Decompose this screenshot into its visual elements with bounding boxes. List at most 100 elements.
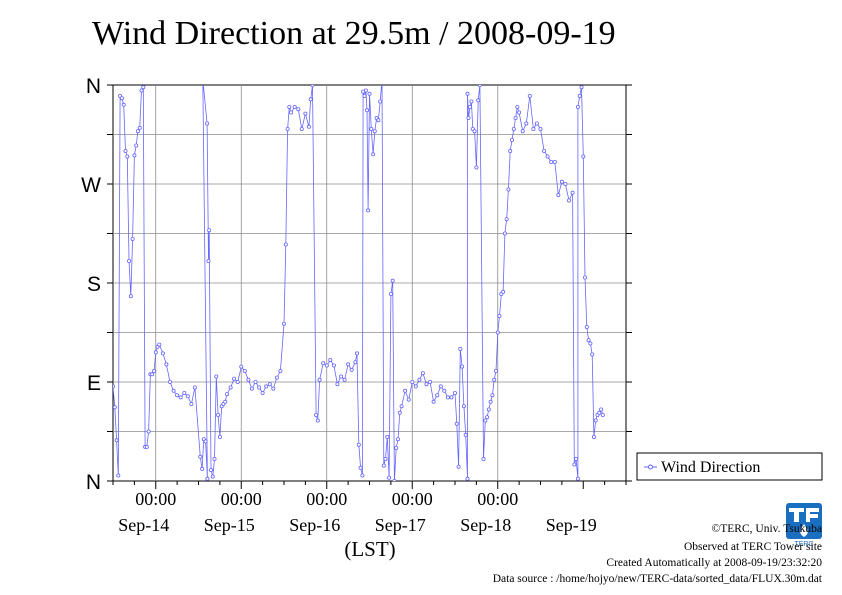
data-point — [490, 393, 495, 398]
data-point — [210, 474, 215, 479]
data-point — [203, 439, 208, 444]
data-point — [113, 405, 117, 410]
data-point — [549, 159, 554, 164]
data-point — [121, 102, 126, 107]
data-point — [363, 88, 368, 93]
data-point — [146, 429, 151, 434]
data-point — [153, 350, 158, 355]
data-point — [331, 363, 336, 368]
data-point — [406, 397, 411, 402]
data-point — [497, 313, 502, 318]
data-point — [390, 278, 395, 283]
chart-title: Wind Direction at 29.5m / 2008-09-19 — [92, 15, 616, 52]
data-point — [509, 137, 514, 142]
data-point — [367, 91, 372, 96]
data-point — [119, 96, 124, 101]
copyright-text: ©TERC, Univ. Tsukuba — [712, 523, 822, 535]
data-point — [137, 125, 142, 130]
data-point — [458, 346, 463, 351]
data-point — [559, 179, 564, 184]
data-point — [438, 384, 443, 389]
data-point — [454, 421, 459, 426]
data-point — [452, 390, 457, 395]
data-point — [178, 395, 183, 400]
data-point — [534, 121, 539, 126]
data-point — [466, 116, 471, 121]
data-point — [481, 456, 486, 461]
x-time-label: 00:00 — [306, 489, 347, 509]
x-time-label: 00:00 — [477, 489, 518, 509]
y-tick-label: W — [81, 174, 101, 197]
data-point — [299, 127, 304, 132]
data-point — [201, 78, 204, 81]
data-point — [249, 386, 254, 391]
data-point — [285, 127, 290, 132]
data-point — [485, 415, 490, 420]
data-point — [342, 377, 347, 382]
data-point — [456, 464, 461, 469]
data-point — [287, 105, 292, 110]
data-point — [264, 384, 269, 389]
data-point — [150, 372, 155, 377]
data-point — [185, 394, 190, 399]
data-point — [371, 152, 376, 157]
data-point — [465, 91, 470, 96]
data-point — [167, 379, 172, 384]
data-point — [394, 445, 399, 450]
data-point — [125, 154, 130, 159]
data-point — [597, 410, 602, 415]
data-point — [463, 432, 468, 437]
data-point — [387, 475, 392, 480]
data-point — [189, 401, 194, 406]
data-point — [314, 412, 319, 417]
data-point — [207, 228, 212, 233]
data-point — [599, 407, 604, 412]
data-point — [474, 165, 479, 170]
data-point — [208, 467, 213, 472]
data-point — [292, 105, 297, 110]
data-point — [506, 187, 511, 192]
data-point — [600, 412, 605, 417]
y-tick-label: E — [87, 372, 101, 395]
data-point — [135, 129, 140, 134]
data-point — [586, 338, 591, 343]
data-point — [206, 258, 211, 263]
data-point — [171, 388, 176, 393]
data-point — [141, 85, 146, 90]
data-point — [449, 395, 454, 400]
data-point — [477, 85, 482, 87]
data-point — [431, 399, 436, 404]
data-point — [271, 386, 276, 391]
data-point — [460, 364, 465, 369]
data-point — [364, 108, 369, 113]
data-point — [417, 377, 422, 382]
data-point — [570, 190, 575, 195]
data-point — [538, 127, 543, 132]
data-point — [356, 442, 361, 447]
data-point — [228, 385, 233, 390]
data-point — [113, 384, 115, 389]
data-point — [380, 78, 383, 81]
data-point — [362, 94, 367, 99]
data-point — [212, 456, 217, 461]
data-point — [376, 118, 381, 123]
data-point — [151, 368, 156, 373]
data-point — [274, 375, 279, 380]
data-point — [321, 361, 326, 366]
data-point — [493, 368, 498, 373]
data-point — [575, 476, 580, 481]
data-point — [358, 465, 363, 470]
data-point — [246, 377, 251, 382]
data-point — [542, 148, 547, 153]
data-point — [232, 376, 237, 381]
data-point — [413, 384, 418, 389]
x-date-label: Sep-14 — [118, 515, 169, 535]
data-point — [591, 434, 596, 439]
data-point — [383, 456, 388, 461]
data-point — [588, 341, 593, 346]
data-point — [590, 352, 595, 357]
data-point — [114, 438, 119, 443]
data-point — [574, 456, 579, 461]
x-axis-label: (LST) — [344, 537, 395, 561]
